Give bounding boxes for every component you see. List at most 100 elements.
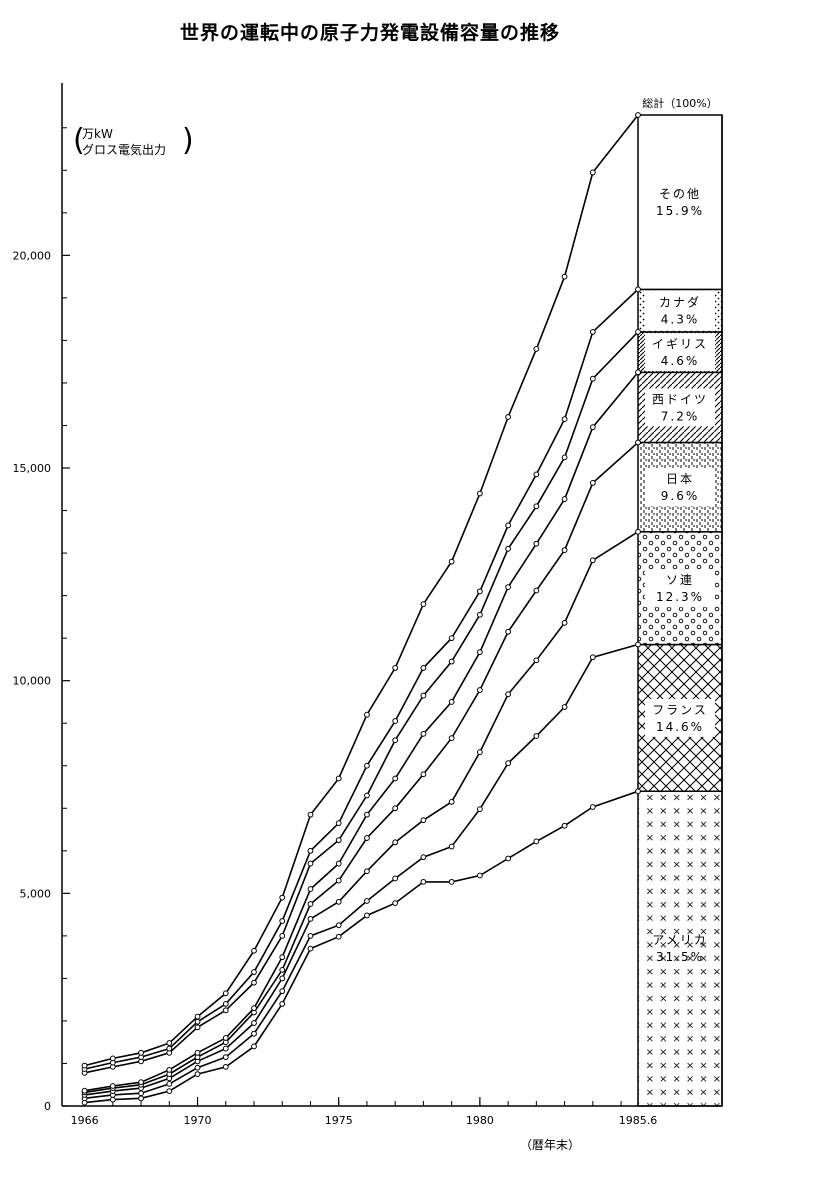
data-point [476, 611, 483, 618]
left-paren-glyph: ( [73, 123, 85, 158]
bar-segment-label: 西ドイツ [652, 392, 708, 406]
bar-label-background [645, 291, 715, 330]
data-point [420, 817, 427, 824]
data-point [251, 1020, 257, 1026]
data-point [138, 1079, 144, 1086]
series-line [84, 114, 639, 1067]
data-point [251, 947, 257, 954]
data-point [251, 1005, 257, 1012]
data-point [589, 480, 596, 486]
series-line [84, 331, 639, 1074]
data-point [533, 346, 540, 352]
data-point [448, 878, 455, 885]
data-point [561, 822, 568, 829]
data-point [81, 1062, 88, 1069]
data-point [533, 838, 540, 845]
data-point [392, 805, 399, 812]
data-point [476, 649, 483, 656]
data-point [476, 490, 483, 497]
data-point [448, 843, 455, 850]
data-point [335, 837, 342, 844]
x-axis-caption: （暦年末） [520, 1138, 581, 1152]
data-point [448, 735, 455, 741]
data-point [448, 558, 455, 565]
data-point [448, 635, 455, 642]
data-point [222, 1001, 229, 1007]
bar-segment-label: カナダ [659, 295, 701, 310]
data-point [279, 988, 286, 995]
data-point [194, 1049, 201, 1056]
data-point [222, 1045, 229, 1052]
data-point [561, 619, 568, 626]
series-lines [81, 112, 641, 1106]
data-point [335, 820, 342, 827]
bar-label-background [645, 333, 715, 372]
bar-segment-label: 7.2% [661, 409, 700, 423]
data-point [635, 528, 641, 535]
bar-segment-label: 日本 [666, 472, 694, 486]
series-line [84, 790, 639, 1104]
data-point [505, 628, 512, 635]
data-point [364, 868, 370, 875]
data-point [448, 699, 455, 705]
data-point [166, 1045, 173, 1052]
data-point [364, 835, 370, 841]
chart-title: 世界の運転中の原子力発電設備容量の推移 [179, 22, 560, 44]
data-point [222, 1054, 229, 1060]
bar-segment-label: その他 [659, 187, 701, 201]
data-point [533, 733, 540, 739]
data-point [138, 1049, 144, 1056]
data-point [420, 665, 427, 671]
x-tick-label: 1966 [71, 1114, 99, 1127]
data-point [222, 1035, 229, 1041]
data-point [505, 414, 512, 420]
data-point [561, 273, 568, 280]
bar-segment-label: 31.5% [656, 950, 704, 964]
data-point [420, 692, 427, 699]
data-point [392, 718, 399, 724]
data-point [279, 918, 286, 924]
data-point [307, 847, 314, 854]
data-point [307, 932, 314, 939]
data-point [533, 657, 540, 664]
data-point [589, 169, 596, 176]
bar-segment-label: イギリス [652, 337, 708, 351]
data-point [448, 658, 455, 665]
series-line [84, 288, 639, 1070]
data-point [364, 898, 370, 904]
data-point [561, 704, 568, 710]
right-paren-glyph: ) [182, 123, 194, 158]
data-point [279, 975, 286, 982]
data-point [533, 540, 540, 547]
bar-segment-label: ソ連 [666, 573, 694, 587]
data-point [81, 1087, 88, 1094]
data-point [589, 375, 596, 382]
data-point [364, 792, 370, 799]
data-point [505, 691, 512, 698]
data-point [589, 804, 596, 810]
data-point [448, 798, 455, 805]
bar-segment [637, 114, 723, 291]
data-point [533, 587, 540, 594]
bar-segment-label: 12.3% [656, 590, 704, 604]
data-point [166, 1088, 173, 1095]
series-line [84, 643, 639, 1100]
data-point [476, 687, 483, 693]
data-point [251, 979, 257, 986]
data-point [589, 557, 596, 564]
y-tick-label: 5,000 [20, 887, 52, 900]
y-tick-label: 15,000 [13, 462, 52, 475]
axes: 0 5,000 10,000 15,000 20,000 1966 1970 1975 1980… [13, 83, 722, 1127]
data-point [635, 286, 641, 293]
data-point [392, 737, 399, 744]
data-point [635, 641, 641, 648]
data-point [166, 1080, 173, 1087]
data-point [505, 584, 512, 591]
bar-label-background [645, 698, 715, 737]
data-point [335, 933, 342, 940]
data-point [335, 860, 342, 867]
bar-label-background [645, 569, 715, 608]
data-point [251, 1043, 257, 1050]
data-point [109, 1083, 116, 1089]
